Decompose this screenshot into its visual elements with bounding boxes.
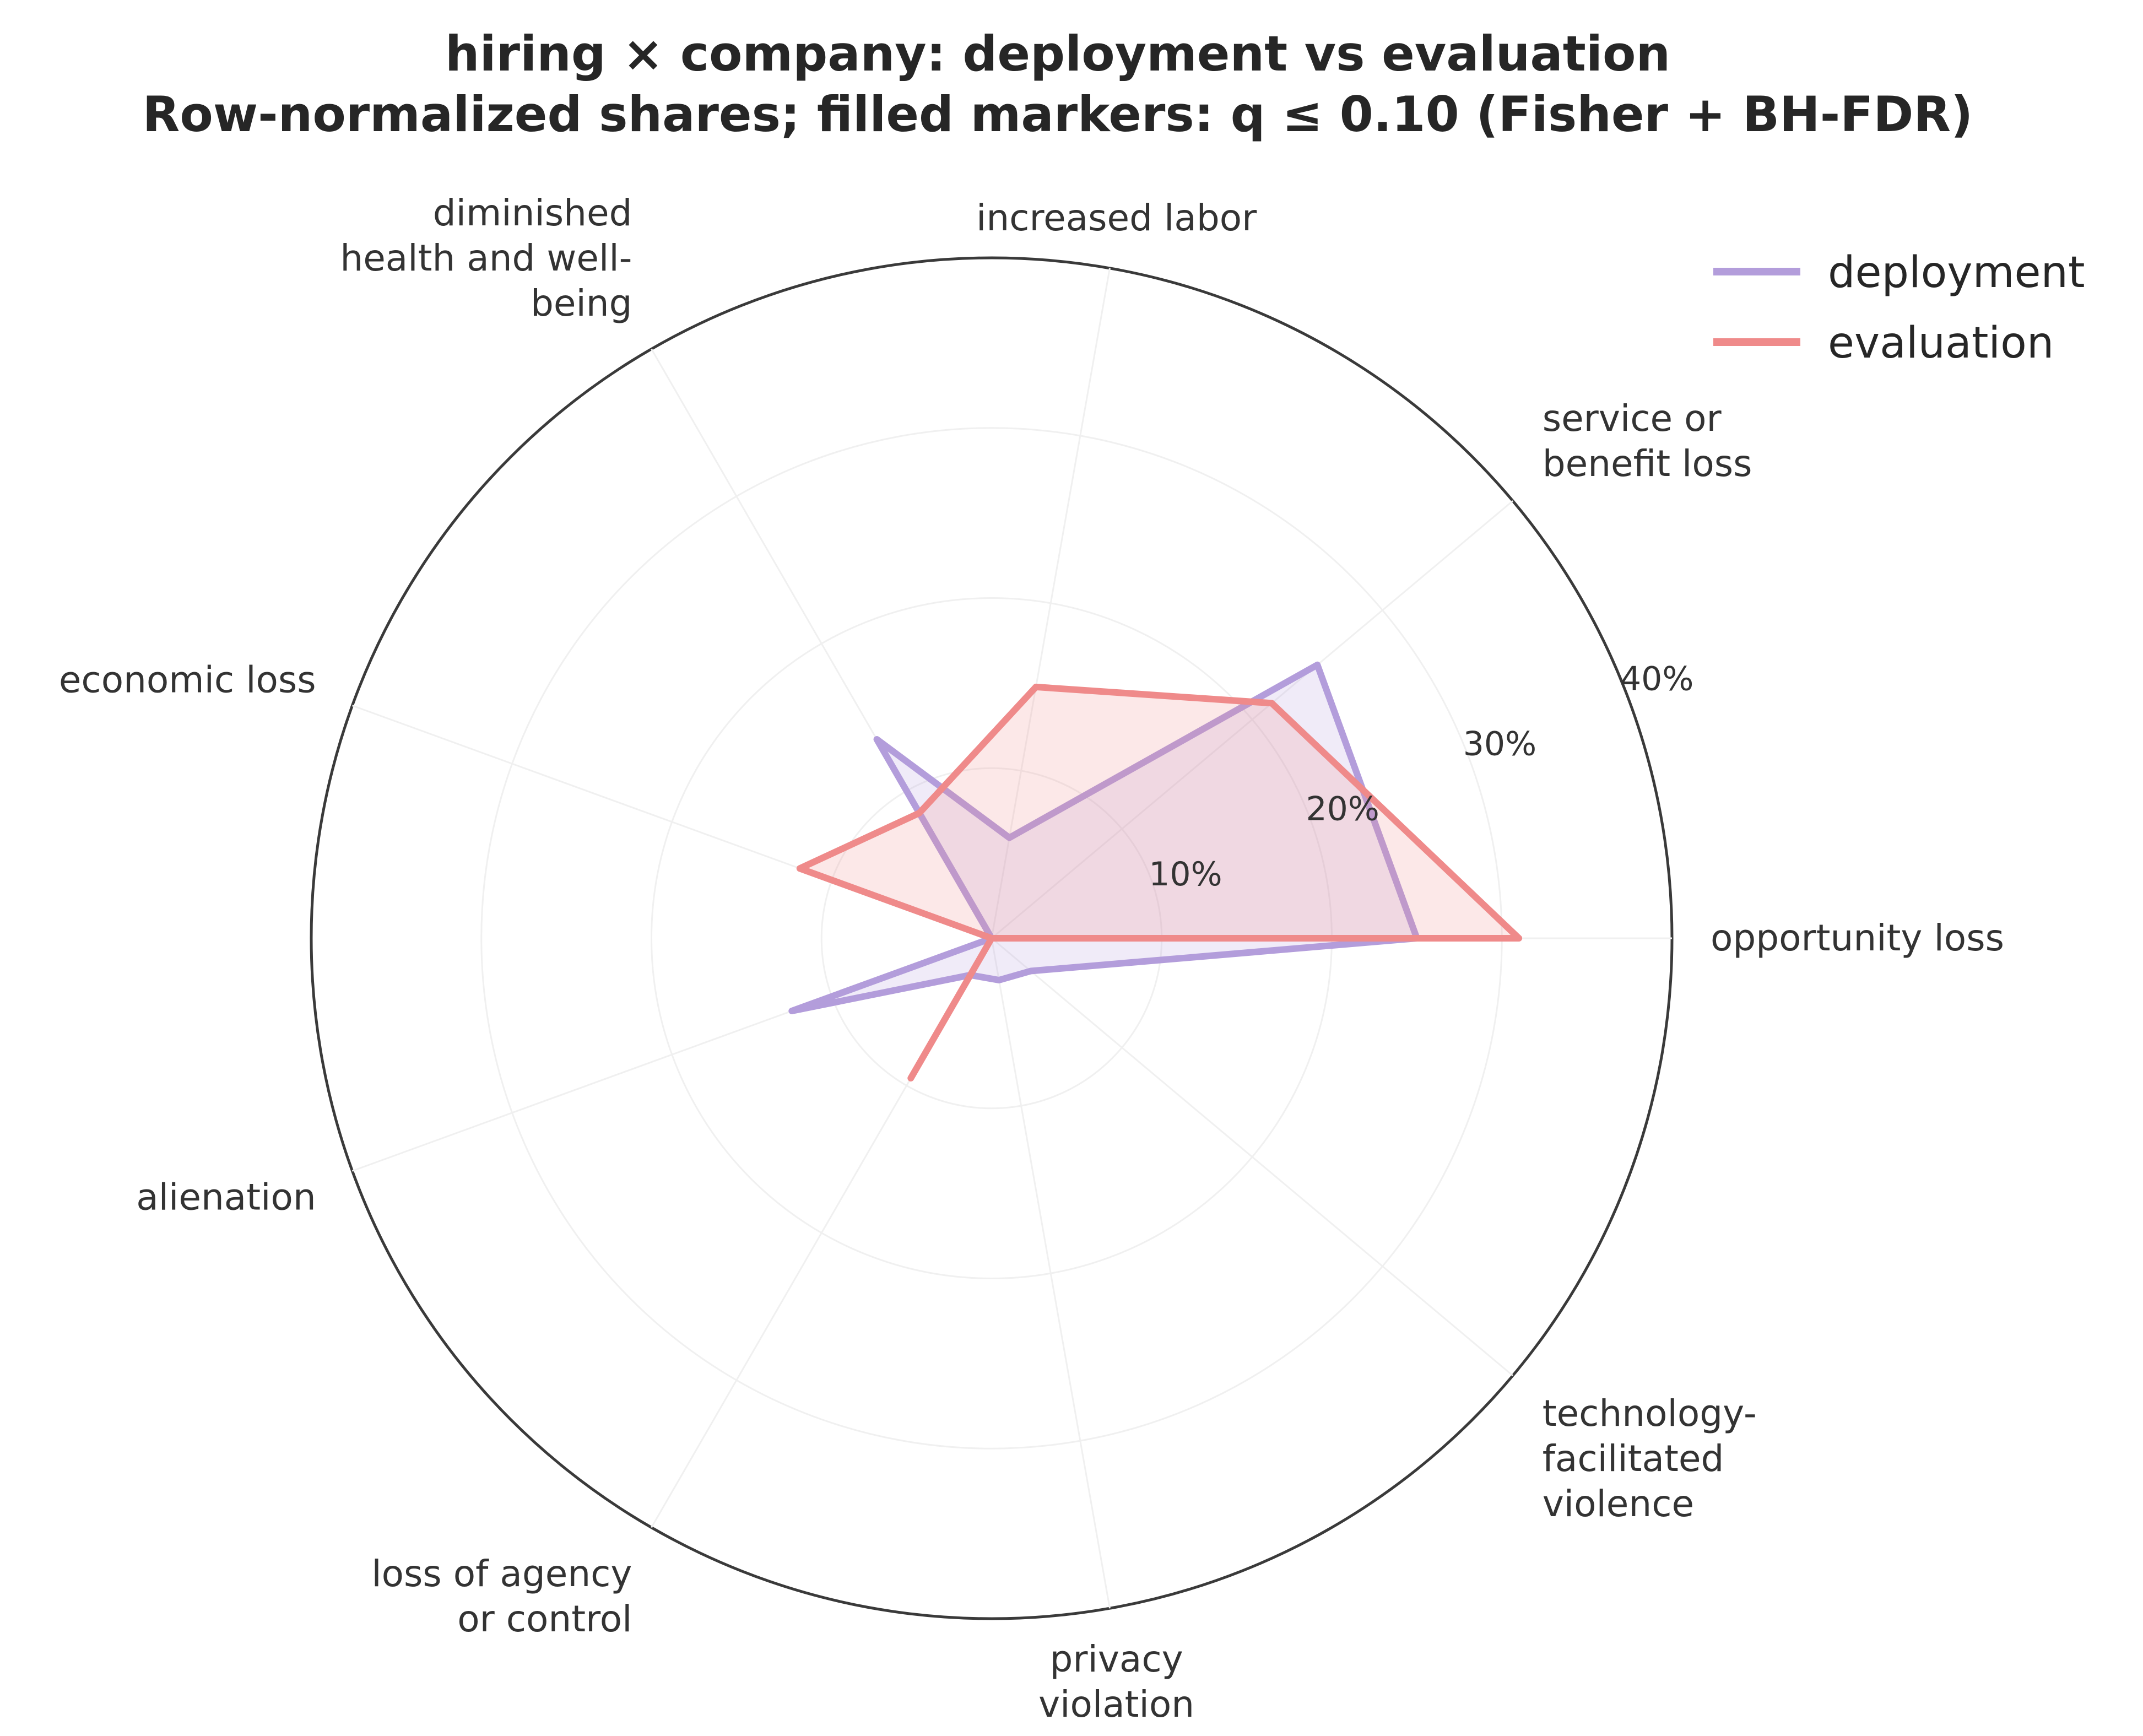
r-tick-label: 30% (1463, 725, 1536, 764)
category-label: economic loss (59, 659, 316, 701)
category-label: privacy violation (1038, 1638, 1194, 1726)
category-labels: opportunity loss service or benefit loss in… (59, 192, 2004, 1726)
chart-subtitle: Row-normalized shares; filled markers: q… (143, 86, 1973, 143)
category-label: opportunity loss (1711, 917, 2004, 959)
r-tick-label: 20% (1306, 790, 1379, 829)
radial-tick-labels: 10% 20% 30% 40% (1149, 659, 1693, 893)
r-tick-label: 10% (1149, 855, 1222, 894)
legend-label-evaluation: evaluation (1828, 318, 2054, 368)
series-fill-evaluation (799, 686, 1519, 1078)
spoke-8 (991, 938, 1111, 1609)
radial-grid (310, 256, 1674, 1620)
series-line-deployment (788, 661, 1420, 1014)
spoke-2 (991, 500, 1514, 939)
chart-title: hiring × company: deployment vs evaluati… (445, 25, 1670, 82)
spoke-9 (991, 937, 1514, 1376)
legend: deployment evaluation (1713, 248, 2085, 368)
category-label: alienation (136, 1176, 316, 1218)
category-label: diminished health and well-being (340, 192, 632, 325)
category-label: loss of agency or control (371, 1553, 632, 1640)
series-areas (788, 661, 1523, 1081)
series-fill-deployment (792, 664, 1417, 1011)
legend-label-deployment: deployment (1828, 248, 2085, 298)
series-line-evaluation (796, 683, 1523, 1081)
category-label: increased labor (976, 197, 1257, 239)
spoke-3 (991, 268, 1111, 939)
category-label: service or benefit loss (1543, 397, 1752, 485)
r-tick-label: 40% (1620, 659, 1693, 698)
category-label: technology-facilitated violence (1543, 1392, 1757, 1525)
